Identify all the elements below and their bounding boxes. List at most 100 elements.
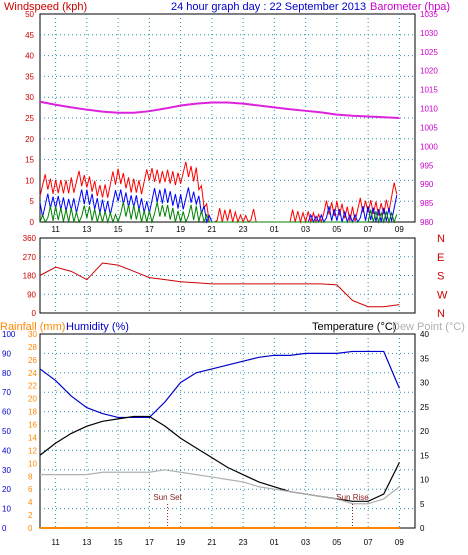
rain-y-tick-label: 8	[28, 472, 33, 481]
compass-label: W	[437, 289, 448, 301]
baro-y-tick-label: 1035	[420, 10, 438, 19]
humidity-y-tick-label: 20	[2, 485, 11, 494]
baro-y-tick-label: 985	[420, 199, 434, 208]
rain-y-tick-label: 4	[28, 498, 33, 507]
wind-direction-line	[39, 262, 400, 308]
temperature-y-tick-label: 30	[420, 379, 429, 388]
x-tick-label-top: 23	[239, 225, 248, 234]
temperature-y-tick-label: 10	[420, 476, 429, 485]
humidity-y-tick-label: 80	[2, 369, 11, 378]
x-tick-label-bottom: 09	[395, 538, 404, 547]
baro-y-tick-label: 995	[420, 161, 434, 170]
x-tick-label-top: 19	[176, 225, 185, 234]
humidity-y-tick-label: 70	[2, 388, 11, 397]
baro-y-tick-label: 1030	[420, 29, 438, 38]
direction-y-tick-label: 0	[32, 309, 37, 318]
dewpoint-line	[40, 469, 400, 505]
windspeed-gust-line	[39, 161, 398, 224]
rain-y-tick-label: 14	[28, 433, 37, 442]
x-tick-label-bottom: 11	[51, 538, 60, 547]
rain-y-tick-label: 26	[28, 356, 37, 365]
x-tick-label-bottom: 07	[364, 538, 373, 547]
x-tick-label-top: 05	[332, 225, 341, 234]
x-tick-label-top: 13	[82, 225, 91, 234]
compass-label: N	[437, 308, 445, 320]
baro-y-tick-label: 1020	[420, 67, 438, 76]
baro-y-tick-label: 1005	[420, 123, 438, 132]
humidity-y-tick-label: 0	[2, 524, 7, 533]
wind-y-tick-label: 10	[25, 176, 34, 185]
barometer-axis-title: Barometer (hpa)	[370, 1, 450, 13]
wind-y-tick-label: 15	[25, 156, 34, 165]
wind-y-tick-label: 45	[25, 31, 34, 40]
x-tick-label-top: 01	[270, 225, 279, 234]
humidity-y-tick-label: 10	[2, 505, 11, 514]
compass-label: N	[437, 233, 445, 245]
humidity-y-tick-label: 40	[2, 446, 11, 455]
humidity-y-tick-label: 30	[2, 466, 11, 475]
windspeed-min-line	[39, 201, 398, 224]
wind-y-tick-label: 30	[25, 93, 34, 102]
temperature-y-tick-label: 20	[420, 427, 429, 436]
rain-y-tick-label: 30	[28, 330, 37, 339]
direction-y-tick-label: 270	[23, 253, 37, 262]
x-tick-label-top: 17	[145, 225, 154, 234]
direction-y-tick-label: 360	[23, 234, 37, 243]
x-tick-label-bottom: 05	[332, 538, 341, 547]
baro-y-tick-label: 1025	[420, 48, 438, 57]
rain-y-tick-label: 10	[28, 459, 37, 468]
baro-y-tick-label: 1010	[420, 105, 438, 114]
rainfall-axis-title: Rainfall (mm)	[0, 321, 65, 333]
sun-set-label: Sun Set	[153, 493, 182, 502]
temperature-y-tick-label: 15	[420, 451, 429, 460]
x-tick-label-bottom: 21	[207, 538, 216, 547]
sun-rise-label: Sun Rise	[336, 493, 369, 502]
x-tick-label-bottom: 13	[82, 538, 91, 547]
x-tick-label-top: 15	[114, 225, 123, 234]
temperature-y-tick-label: 40	[420, 330, 429, 339]
x-tick-label-top: 11	[51, 225, 60, 234]
wind-y-tick-label: 20	[25, 135, 34, 144]
x-tick-label-bottom: 19	[176, 538, 185, 547]
humidity-y-tick-label: 90	[2, 349, 11, 358]
wind-y-tick-label: 0	[30, 218, 35, 227]
direction-y-tick-label: 180	[23, 272, 37, 281]
baro-y-tick-label: 990	[420, 180, 434, 189]
graph-title: 24 hour graph day : 22 September 2013	[171, 1, 366, 13]
temperature-y-tick-label: 0	[420, 524, 425, 533]
x-tick-label-bottom: 03	[301, 538, 310, 547]
rain-y-tick-label: 2	[28, 511, 33, 520]
wind-y-tick-label: 35	[25, 72, 34, 81]
x-tick-label-bottom: 15	[114, 538, 123, 547]
humidity-y-tick-label: 50	[2, 427, 11, 436]
x-tick-label-top: 03	[301, 225, 310, 234]
temperature-axis-title: Temperature (°C)	[312, 321, 396, 333]
baro-y-tick-label: 1015	[420, 86, 438, 95]
x-tick-label-top: 21	[207, 225, 216, 234]
wind-y-tick-label: 50	[25, 10, 34, 19]
humidity-y-tick-label: 60	[2, 408, 11, 417]
humidity-y-tick-label: 100	[2, 330, 16, 339]
wind-y-tick-label: 25	[25, 114, 34, 123]
humidity-line	[39, 350, 400, 419]
x-tick-label-bottom: 23	[239, 538, 248, 547]
rain-y-tick-label: 0	[28, 524, 33, 533]
x-tick-label-top: 09	[395, 225, 404, 234]
dewpoint-axis-title: Dew Point (°C)	[392, 321, 465, 333]
compass-label: E	[437, 252, 444, 264]
compass-label: S	[437, 271, 444, 283]
rain-y-tick-label: 6	[28, 485, 33, 494]
temperature-y-tick-label: 25	[420, 403, 429, 412]
x-tick-label-bottom: 01	[270, 538, 279, 547]
baro-y-tick-label: 980	[420, 218, 434, 227]
humidity-axis-title: Humidity (%)	[66, 321, 129, 333]
baro-y-tick-label: 1000	[420, 142, 438, 151]
direction-y-tick-label: 90	[27, 290, 36, 299]
temperature-line	[39, 415, 400, 502]
rain-y-tick-label: 22	[28, 382, 37, 391]
rain-y-tick-label: 20	[28, 395, 37, 404]
temperature-y-tick-label: 5	[420, 500, 425, 509]
rain-y-tick-label: 18	[28, 408, 37, 417]
barometer-line	[39, 100, 400, 119]
